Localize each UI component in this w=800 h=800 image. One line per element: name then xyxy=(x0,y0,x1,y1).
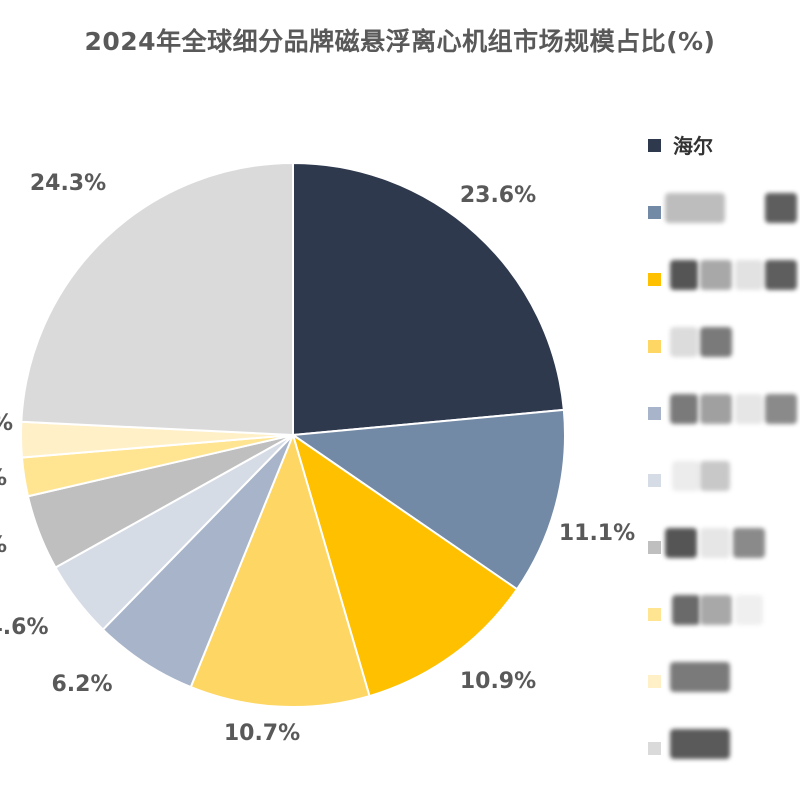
legend-label-redacted xyxy=(733,528,765,558)
legend-swatch xyxy=(648,541,661,554)
slice-label-2: 11.1% xyxy=(559,521,635,546)
legend-label-redacted xyxy=(700,528,730,558)
slice-label-5: 6.2% xyxy=(51,672,112,697)
legend-item-3 xyxy=(648,260,798,296)
legend-label-redacted xyxy=(700,595,732,625)
legend-label-redacted xyxy=(670,394,698,424)
legend-label-redacted xyxy=(765,260,797,290)
legend-label-redacted xyxy=(670,260,698,290)
legend-swatch xyxy=(648,340,661,353)
chart-title: 2024年全球细分品牌磁悬浮离心机组市场规模占比(%) xyxy=(84,27,716,56)
legend-label-redacted xyxy=(670,729,730,759)
pie-slice-4 xyxy=(189,431,371,709)
legend-item-7 xyxy=(648,528,798,564)
legend-label-redacted xyxy=(765,193,797,223)
legend-swatch xyxy=(648,742,661,755)
legend-item-9 xyxy=(648,662,798,698)
legend-item-4 xyxy=(648,327,798,363)
legend-swatch xyxy=(648,474,661,487)
pie-slice-2 xyxy=(290,408,566,591)
legend-item-5 xyxy=(648,394,798,430)
legend-label-redacted xyxy=(700,394,732,424)
legend-item-6 xyxy=(648,461,798,497)
legend-label-redacted xyxy=(665,528,697,558)
slice-label-3: 10.9% xyxy=(460,669,536,694)
slice-label-10: 24.3% xyxy=(30,171,106,196)
legend-label-redacted xyxy=(665,193,725,223)
slice-label-4: 10.7% xyxy=(224,721,300,746)
legend-label: 海尔 xyxy=(673,134,713,158)
legend-label-redacted xyxy=(670,327,698,357)
legend-item-8 xyxy=(648,595,798,631)
legend-swatch xyxy=(648,608,661,621)
pie-slice-10 xyxy=(20,161,294,437)
legend-label-redacted xyxy=(765,394,797,424)
slice-label-8: % xyxy=(0,466,7,491)
legend-swatch xyxy=(648,407,661,420)
pie-slice-3 xyxy=(291,432,519,698)
legend-swatch xyxy=(648,206,661,219)
legend-label-redacted xyxy=(700,461,730,491)
legend-label-redacted xyxy=(735,394,763,424)
pie-slices xyxy=(20,161,566,709)
legend-swatch xyxy=(648,139,661,152)
legend-label-redacted xyxy=(672,595,700,625)
pie-labels: 23.6% 11.1% 10.9% 10.7% 6.2% 4.6%%%% 24.3% xyxy=(0,171,635,746)
slice-label-1: 23.6% xyxy=(460,183,536,208)
legend-label-redacted xyxy=(700,260,732,290)
legend-label-redacted xyxy=(735,260,763,290)
pie-slice-1 xyxy=(292,161,565,437)
legend-label-redacted xyxy=(735,595,763,625)
slice-label-7: % xyxy=(0,533,7,558)
legend-swatch xyxy=(648,675,661,688)
legend-item-1: 海尔 xyxy=(648,132,798,162)
legend-swatch xyxy=(648,273,661,286)
slice-label-9: % xyxy=(0,411,13,436)
legend-label-redacted xyxy=(700,327,732,357)
legend-label-redacted xyxy=(672,461,700,491)
legend-label-redacted xyxy=(670,662,730,692)
slice-label-6: 4.6% xyxy=(0,615,49,640)
legend-item-10 xyxy=(648,729,798,765)
legend-item-2 xyxy=(648,193,798,229)
